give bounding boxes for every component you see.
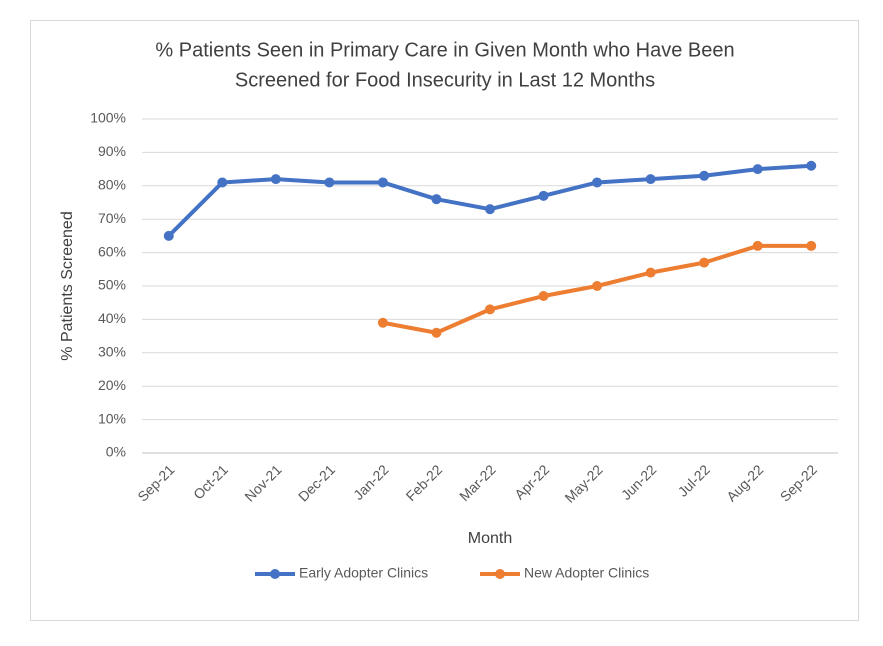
y-tick-label: 70% bbox=[98, 210, 126, 226]
data-point bbox=[377, 177, 388, 188]
data-point bbox=[699, 257, 710, 268]
y-tick-label: 30% bbox=[98, 344, 126, 360]
data-point bbox=[752, 164, 763, 175]
legend-label: New Adopter Clinics bbox=[524, 565, 649, 581]
legend-label: Early Adopter Clinics bbox=[299, 565, 428, 581]
legend-marker bbox=[270, 569, 280, 579]
y-tick-label: 20% bbox=[98, 377, 126, 393]
y-tick-label: 100% bbox=[90, 110, 126, 126]
data-point bbox=[163, 230, 174, 241]
y-tick-label: 0% bbox=[106, 444, 126, 460]
chart-title: % Patients Seen in Primary Care in Given… bbox=[155, 39, 734, 61]
data-point bbox=[806, 160, 817, 171]
data-point bbox=[538, 291, 549, 302]
y-tick-label: 90% bbox=[98, 143, 126, 159]
y-axis-title: % Patients Screened bbox=[59, 211, 76, 360]
data-point bbox=[431, 194, 442, 205]
data-point bbox=[270, 174, 281, 185]
data-point bbox=[592, 281, 603, 291]
data-point bbox=[431, 327, 442, 338]
data-point bbox=[217, 177, 228, 188]
data-point bbox=[592, 177, 603, 188]
chart-border bbox=[30, 20, 859, 621]
data-point bbox=[324, 177, 335, 188]
y-tick-label: 40% bbox=[98, 310, 126, 326]
y-tick-label: 50% bbox=[98, 277, 126, 293]
y-tick-label: 10% bbox=[98, 410, 126, 426]
data-point bbox=[752, 240, 763, 251]
data-point bbox=[377, 317, 388, 328]
data-point bbox=[645, 174, 656, 185]
data-point bbox=[699, 170, 710, 181]
data-point bbox=[806, 240, 817, 251]
chart-title: Screened for Food Insecurity in Last 12 … bbox=[235, 69, 655, 91]
y-tick-label: 60% bbox=[98, 243, 126, 259]
x-axis-title: Month bbox=[468, 530, 512, 547]
data-point bbox=[538, 190, 549, 201]
legend-marker bbox=[495, 569, 505, 579]
data-point bbox=[645, 267, 656, 278]
data-point bbox=[485, 304, 495, 315]
data-point bbox=[485, 204, 495, 215]
y-tick-label: 80% bbox=[98, 177, 126, 193]
